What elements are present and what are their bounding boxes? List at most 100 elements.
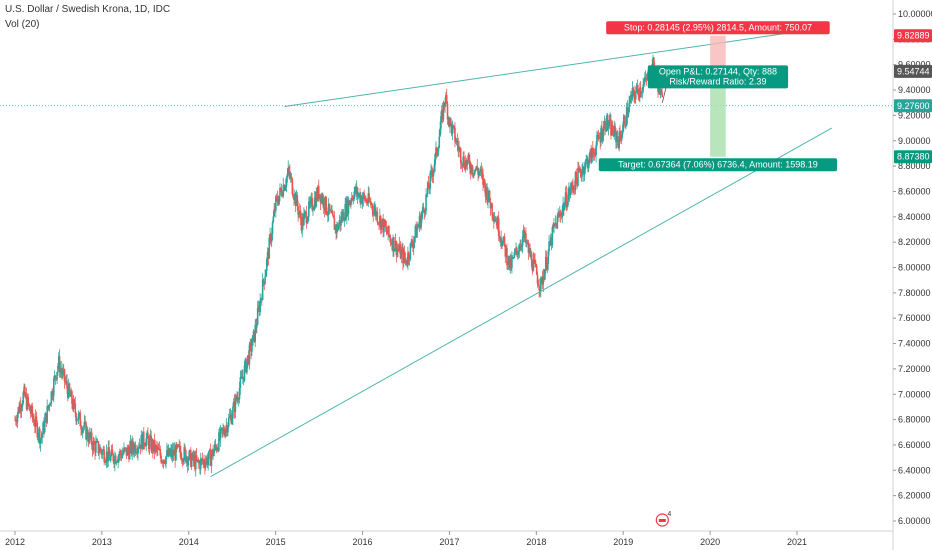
candle-body	[284, 187, 286, 191]
candle-body	[160, 455, 162, 463]
candle-body	[541, 276, 544, 285]
candle-body	[103, 449, 105, 462]
candle-body	[249, 342, 252, 345]
candle-body	[25, 394, 28, 410]
stop-zone[interactable]	[710, 35, 726, 72]
candle-body	[562, 203, 564, 210]
candle-body	[535, 265, 538, 275]
candle-body	[40, 437, 43, 439]
candle-body	[401, 248, 403, 251]
candle-body	[591, 148, 593, 163]
x-tick-label: 2016	[353, 537, 373, 547]
y-tick-label: 6.40000	[898, 465, 931, 475]
candle-body	[154, 444, 157, 452]
candle-body	[555, 222, 558, 229]
candle-body	[269, 234, 271, 238]
candle-body	[545, 256, 548, 270]
candle-body	[127, 447, 129, 452]
candle-body	[62, 370, 64, 375]
candle-body	[142, 431, 145, 445]
candle-body	[497, 218, 500, 237]
candle-body	[411, 241, 413, 246]
candle-body	[246, 355, 249, 362]
candle-body	[262, 279, 265, 283]
candle-body	[353, 191, 356, 200]
position-tool: Stop: 0.28145 (2.95%) 2814.5, Amount: 75…	[598, 21, 838, 172]
candle-body	[492, 217, 495, 222]
target-price-tag[interactable]: 8.87380	[897, 152, 930, 162]
target-zone[interactable]	[710, 71, 726, 157]
candle-body	[511, 257, 514, 259]
stop-label[interactable]: Stop: 0.28145 (2.95%) 2814.5, Amount: 75…	[624, 23, 812, 33]
candle-body	[318, 194, 321, 199]
candle-body	[501, 242, 503, 246]
candle-body	[179, 445, 181, 452]
candle-body	[510, 258, 512, 269]
candle-body	[350, 201, 352, 203]
candle-body	[500, 237, 502, 243]
candle-body	[288, 167, 290, 172]
candle-body	[596, 134, 598, 146]
target-price-tag-bg	[894, 150, 932, 164]
candle-body	[190, 458, 193, 467]
candle-body	[481, 172, 484, 175]
candle-body	[68, 383, 71, 392]
candle-body	[448, 117, 450, 127]
candle-body	[217, 448, 219, 451]
target-label[interactable]: Target: 0.67364 (7.06%) 6736.4, Amount: …	[618, 160, 818, 170]
candle-body	[398, 249, 400, 251]
pnl-line-1: Open P&L: 0.27144, Qty: 888	[659, 66, 777, 76]
candle-body	[87, 438, 90, 443]
candle-body	[37, 436, 39, 438]
candle-body	[597, 135, 600, 139]
candle-body	[299, 210, 302, 220]
candle-body	[295, 195, 298, 207]
candle-body	[445, 95, 447, 103]
candle-body	[133, 444, 136, 453]
candle-body	[76, 419, 79, 421]
candle-body	[639, 87, 642, 95]
candle-body	[444, 102, 446, 106]
candle-body	[77, 413, 80, 420]
candle-body	[334, 225, 337, 230]
candle-body	[355, 186, 357, 195]
candle-body	[532, 259, 535, 272]
candle-body	[456, 139, 459, 146]
candle-body	[38, 428, 40, 437]
candle-body	[572, 185, 574, 190]
candle-body	[322, 197, 324, 203]
trendline-1[interactable]	[210, 127, 833, 478]
candle-body	[548, 241, 550, 252]
candle-body	[279, 187, 282, 191]
candle-body	[431, 170, 433, 175]
entry-price-tag[interactable]: 9.54744	[897, 66, 930, 76]
candle-body	[133, 449, 135, 453]
candle-body	[361, 199, 364, 204]
candle-body	[204, 464, 206, 468]
stop-price-tag[interactable]: 9.82889	[897, 31, 930, 41]
candle-body	[640, 91, 643, 95]
candle-body	[228, 416, 231, 418]
candle-body	[26, 396, 29, 410]
candle-body	[100, 451, 103, 455]
candle-body	[163, 460, 166, 463]
current-price-tag[interactable]: 9.27600	[897, 101, 930, 111]
candle-body	[543, 276, 545, 280]
candle-body	[544, 256, 547, 270]
candle-body	[533, 259, 536, 261]
candle-body	[523, 229, 526, 239]
volume-indicator-label[interactable]: Vol (20)	[5, 19, 40, 30]
candle-body	[399, 244, 402, 259]
candle-body	[303, 214, 305, 226]
candle-body	[566, 204, 569, 208]
trendline-2[interactable]	[284, 32, 789, 108]
candle-body	[60, 368, 63, 372]
candle-body	[549, 241, 551, 246]
candle-body	[373, 210, 375, 215]
candle-body	[166, 450, 168, 457]
candle-body	[86, 429, 88, 440]
candle-body	[605, 130, 607, 132]
candle-body	[459, 148, 462, 163]
